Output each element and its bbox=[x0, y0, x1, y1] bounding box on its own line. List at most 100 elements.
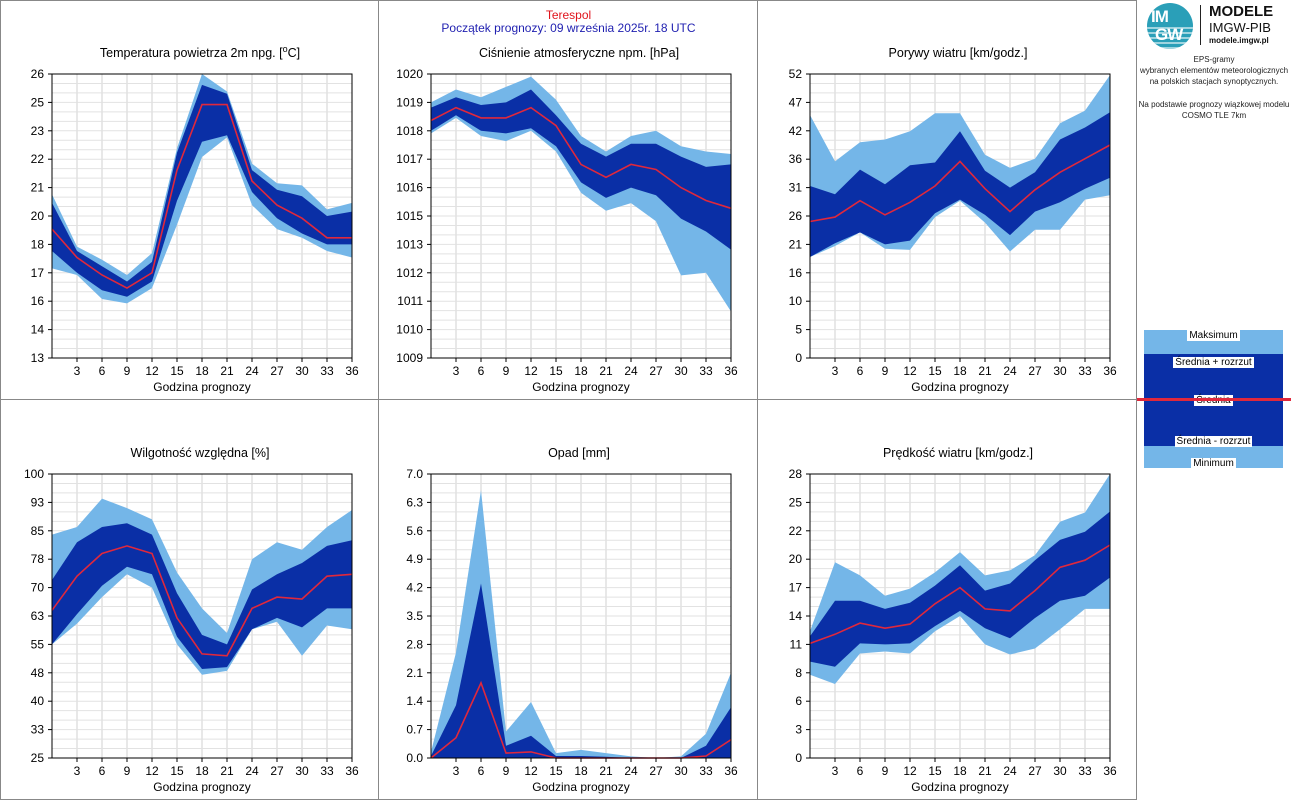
x-tick-label: 36 bbox=[1103, 364, 1117, 378]
y-tick-label: 6.3 bbox=[406, 495, 423, 509]
series-mean-line bbox=[51, 103, 352, 290]
x-tick-label: 12 bbox=[903, 764, 917, 778]
x-tick-label: 21 bbox=[599, 364, 613, 378]
x-tick-label: 6 bbox=[99, 364, 106, 378]
y-tick-label: 0.7 bbox=[406, 723, 423, 737]
x-tick-label: 6 bbox=[478, 764, 485, 778]
legend-mean-minus-label: Średnia - rozrzut bbox=[1174, 436, 1253, 447]
x-tick-label: 6 bbox=[857, 764, 864, 778]
chart-title: Porywy wiatru [km/godz.] bbox=[889, 46, 1028, 60]
series-spread-band bbox=[52, 84, 352, 297]
x-tick-label: 21 bbox=[220, 764, 234, 778]
x-tick-label: 9 bbox=[124, 764, 131, 778]
y-tick-label: 21 bbox=[31, 181, 45, 195]
info-line: na polskich stacjach synoptycznych. bbox=[1149, 77, 1279, 86]
x-tick-label: 6 bbox=[478, 364, 485, 378]
y-tick-label: 1.4 bbox=[406, 694, 423, 708]
x-tick-label: 33 bbox=[320, 764, 334, 778]
forecast-start: Początek prognozy: 09 września 2025r. 18… bbox=[441, 21, 696, 35]
station-name: Terespol bbox=[545, 8, 592, 22]
x-tick-label: 30 bbox=[674, 364, 688, 378]
y-tick-label: 13 bbox=[31, 351, 45, 365]
y-tick-label: 0 bbox=[795, 351, 802, 365]
logo-url: modele.imgw.pl bbox=[1209, 36, 1269, 45]
y-tick-label: 33 bbox=[31, 723, 45, 737]
logo-org: IMGW-PIB bbox=[1209, 20, 1271, 35]
x-tick-label: 18 bbox=[195, 764, 209, 778]
series-spread-band bbox=[431, 89, 731, 250]
info-line: EPS-gramy bbox=[1193, 55, 1235, 64]
x-axis-label: Godzina prognozy bbox=[911, 780, 1008, 794]
y-tick-label: 0 bbox=[795, 751, 802, 765]
x-tick-label: 36 bbox=[724, 764, 738, 778]
y-tick-label: 2.8 bbox=[406, 637, 423, 651]
x-tick-label: 9 bbox=[882, 364, 889, 378]
x-tick-label: 9 bbox=[503, 764, 510, 778]
x-axis-label: Godzina prognozy bbox=[532, 380, 629, 394]
logo-letters-top: IM bbox=[1151, 7, 1169, 26]
x-tick-label: 30 bbox=[295, 764, 309, 778]
x-tick-label: 21 bbox=[220, 364, 234, 378]
legend-min-label: Minimum bbox=[1191, 458, 1236, 469]
y-tick-label: 1018 bbox=[396, 124, 423, 138]
x-tick-label: 18 bbox=[574, 364, 588, 378]
y-tick-label: 17 bbox=[789, 581, 803, 595]
chart-title: Temperatura powietrza 2m npg. [oC] bbox=[100, 44, 300, 60]
y-tick-label: 63 bbox=[31, 609, 45, 623]
y-tick-label: 5.6 bbox=[406, 524, 423, 538]
x-tick-label: 27 bbox=[270, 764, 284, 778]
y-tick-label: 22 bbox=[31, 152, 45, 166]
x-tick-label: 21 bbox=[978, 364, 992, 378]
series-spread-band bbox=[810, 112, 1110, 257]
y-tick-label: 3.5 bbox=[406, 609, 423, 623]
y-tick-label: 52 bbox=[789, 67, 803, 81]
x-tick-label: 27 bbox=[649, 364, 663, 378]
x-tick-label: 12 bbox=[524, 364, 538, 378]
x-tick-label: 30 bbox=[1053, 364, 1067, 378]
x-tick-label: 3 bbox=[453, 764, 460, 778]
x-tick-label: 18 bbox=[574, 764, 588, 778]
y-tick-label: 17 bbox=[31, 266, 45, 280]
y-tick-label: 26 bbox=[31, 67, 45, 81]
x-tick-label: 24 bbox=[624, 764, 638, 778]
y-tick-label: 18 bbox=[31, 237, 45, 251]
y-tick-label: 6 bbox=[795, 694, 802, 708]
x-axis-label: Godzina prognozy bbox=[911, 380, 1008, 394]
series-mean-line bbox=[430, 106, 732, 210]
y-tick-label: 1013 bbox=[396, 237, 423, 251]
x-tick-label: 15 bbox=[170, 764, 184, 778]
x-tick-label: 3 bbox=[74, 764, 81, 778]
y-tick-label: 78 bbox=[31, 552, 45, 566]
y-tick-label: 1020 bbox=[396, 67, 423, 81]
series-min-max-band bbox=[431, 76, 731, 312]
y-tick-label: 48 bbox=[31, 666, 45, 680]
x-tick-label: 12 bbox=[524, 764, 538, 778]
legend-mean-plus-label: Średnia + rozrzut bbox=[1173, 357, 1254, 368]
y-tick-label: 10 bbox=[789, 294, 803, 308]
x-tick-label: 9 bbox=[882, 764, 889, 778]
series-spread-band bbox=[431, 583, 731, 758]
info-text-1: EPS-gramy wybranych elementów meteorolog… bbox=[1137, 54, 1291, 87]
series-mean-line bbox=[51, 545, 353, 657]
y-tick-label: 85 bbox=[31, 524, 45, 538]
x-tick-label: 18 bbox=[953, 764, 967, 778]
y-tick-label: 7.0 bbox=[406, 467, 423, 481]
x-tick-label: 36 bbox=[345, 764, 359, 778]
y-tick-label: 23 bbox=[31, 124, 45, 138]
y-tick-label: 1017 bbox=[396, 152, 423, 166]
x-tick-label: 9 bbox=[503, 364, 510, 378]
x-tick-label: 33 bbox=[699, 764, 713, 778]
x-tick-label: 33 bbox=[1078, 764, 1092, 778]
x-tick-label: 12 bbox=[145, 764, 159, 778]
x-tick-label: 30 bbox=[1053, 764, 1067, 778]
legend-band-min bbox=[1144, 446, 1283, 468]
imgw-logo[interactable]: IM GW MODELE IMGW-PIB modele.imgw.pl bbox=[1147, 3, 1287, 49]
x-axis-label: Godzina prognozy bbox=[153, 380, 250, 394]
y-tick-label: 1016 bbox=[396, 181, 423, 195]
y-tick-label: 0.0 bbox=[406, 751, 423, 765]
x-tick-label: 6 bbox=[857, 364, 864, 378]
info-text-2: Na podstawie prognozy wiązkowej modelu C… bbox=[1137, 99, 1291, 121]
x-tick-label: 33 bbox=[1078, 364, 1092, 378]
info-line: Na podstawie prognozy wiązkowej modelu bbox=[1138, 100, 1290, 109]
